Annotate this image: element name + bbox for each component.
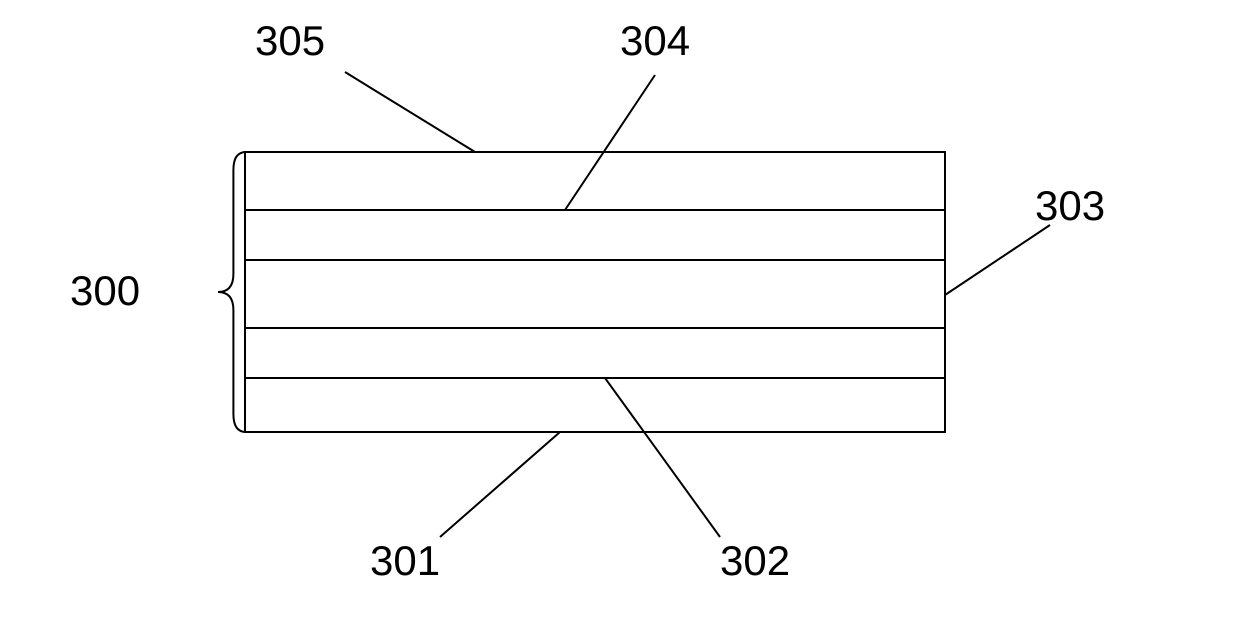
bracket-path <box>218 152 246 432</box>
label-303: 303 <box>1035 182 1105 229</box>
layer-304 <box>245 210 945 260</box>
leader-line-0 <box>345 72 475 152</box>
leader-line-3 <box>440 432 560 537</box>
label-301: 301 <box>370 537 440 584</box>
layer-302 <box>245 328 945 378</box>
layer-303 <box>245 260 945 328</box>
bracket-300 <box>218 152 246 432</box>
label-302: 302 <box>720 537 790 584</box>
leader-line-2 <box>945 225 1050 295</box>
label-304: 304 <box>620 17 690 64</box>
label-300: 300 <box>70 267 140 314</box>
layer-305 <box>245 152 945 210</box>
layer-stack <box>245 152 945 432</box>
diagram-svg: 300 301 302 303 304 305 <box>0 0 1240 621</box>
label-305: 305 <box>255 17 325 64</box>
layer-301 <box>245 378 945 432</box>
